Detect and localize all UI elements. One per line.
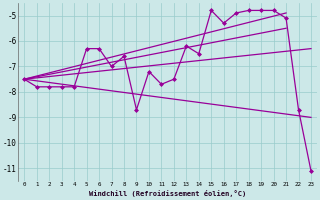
X-axis label: Windchill (Refroidissement éolien,°C): Windchill (Refroidissement éolien,°C) <box>89 190 246 197</box>
